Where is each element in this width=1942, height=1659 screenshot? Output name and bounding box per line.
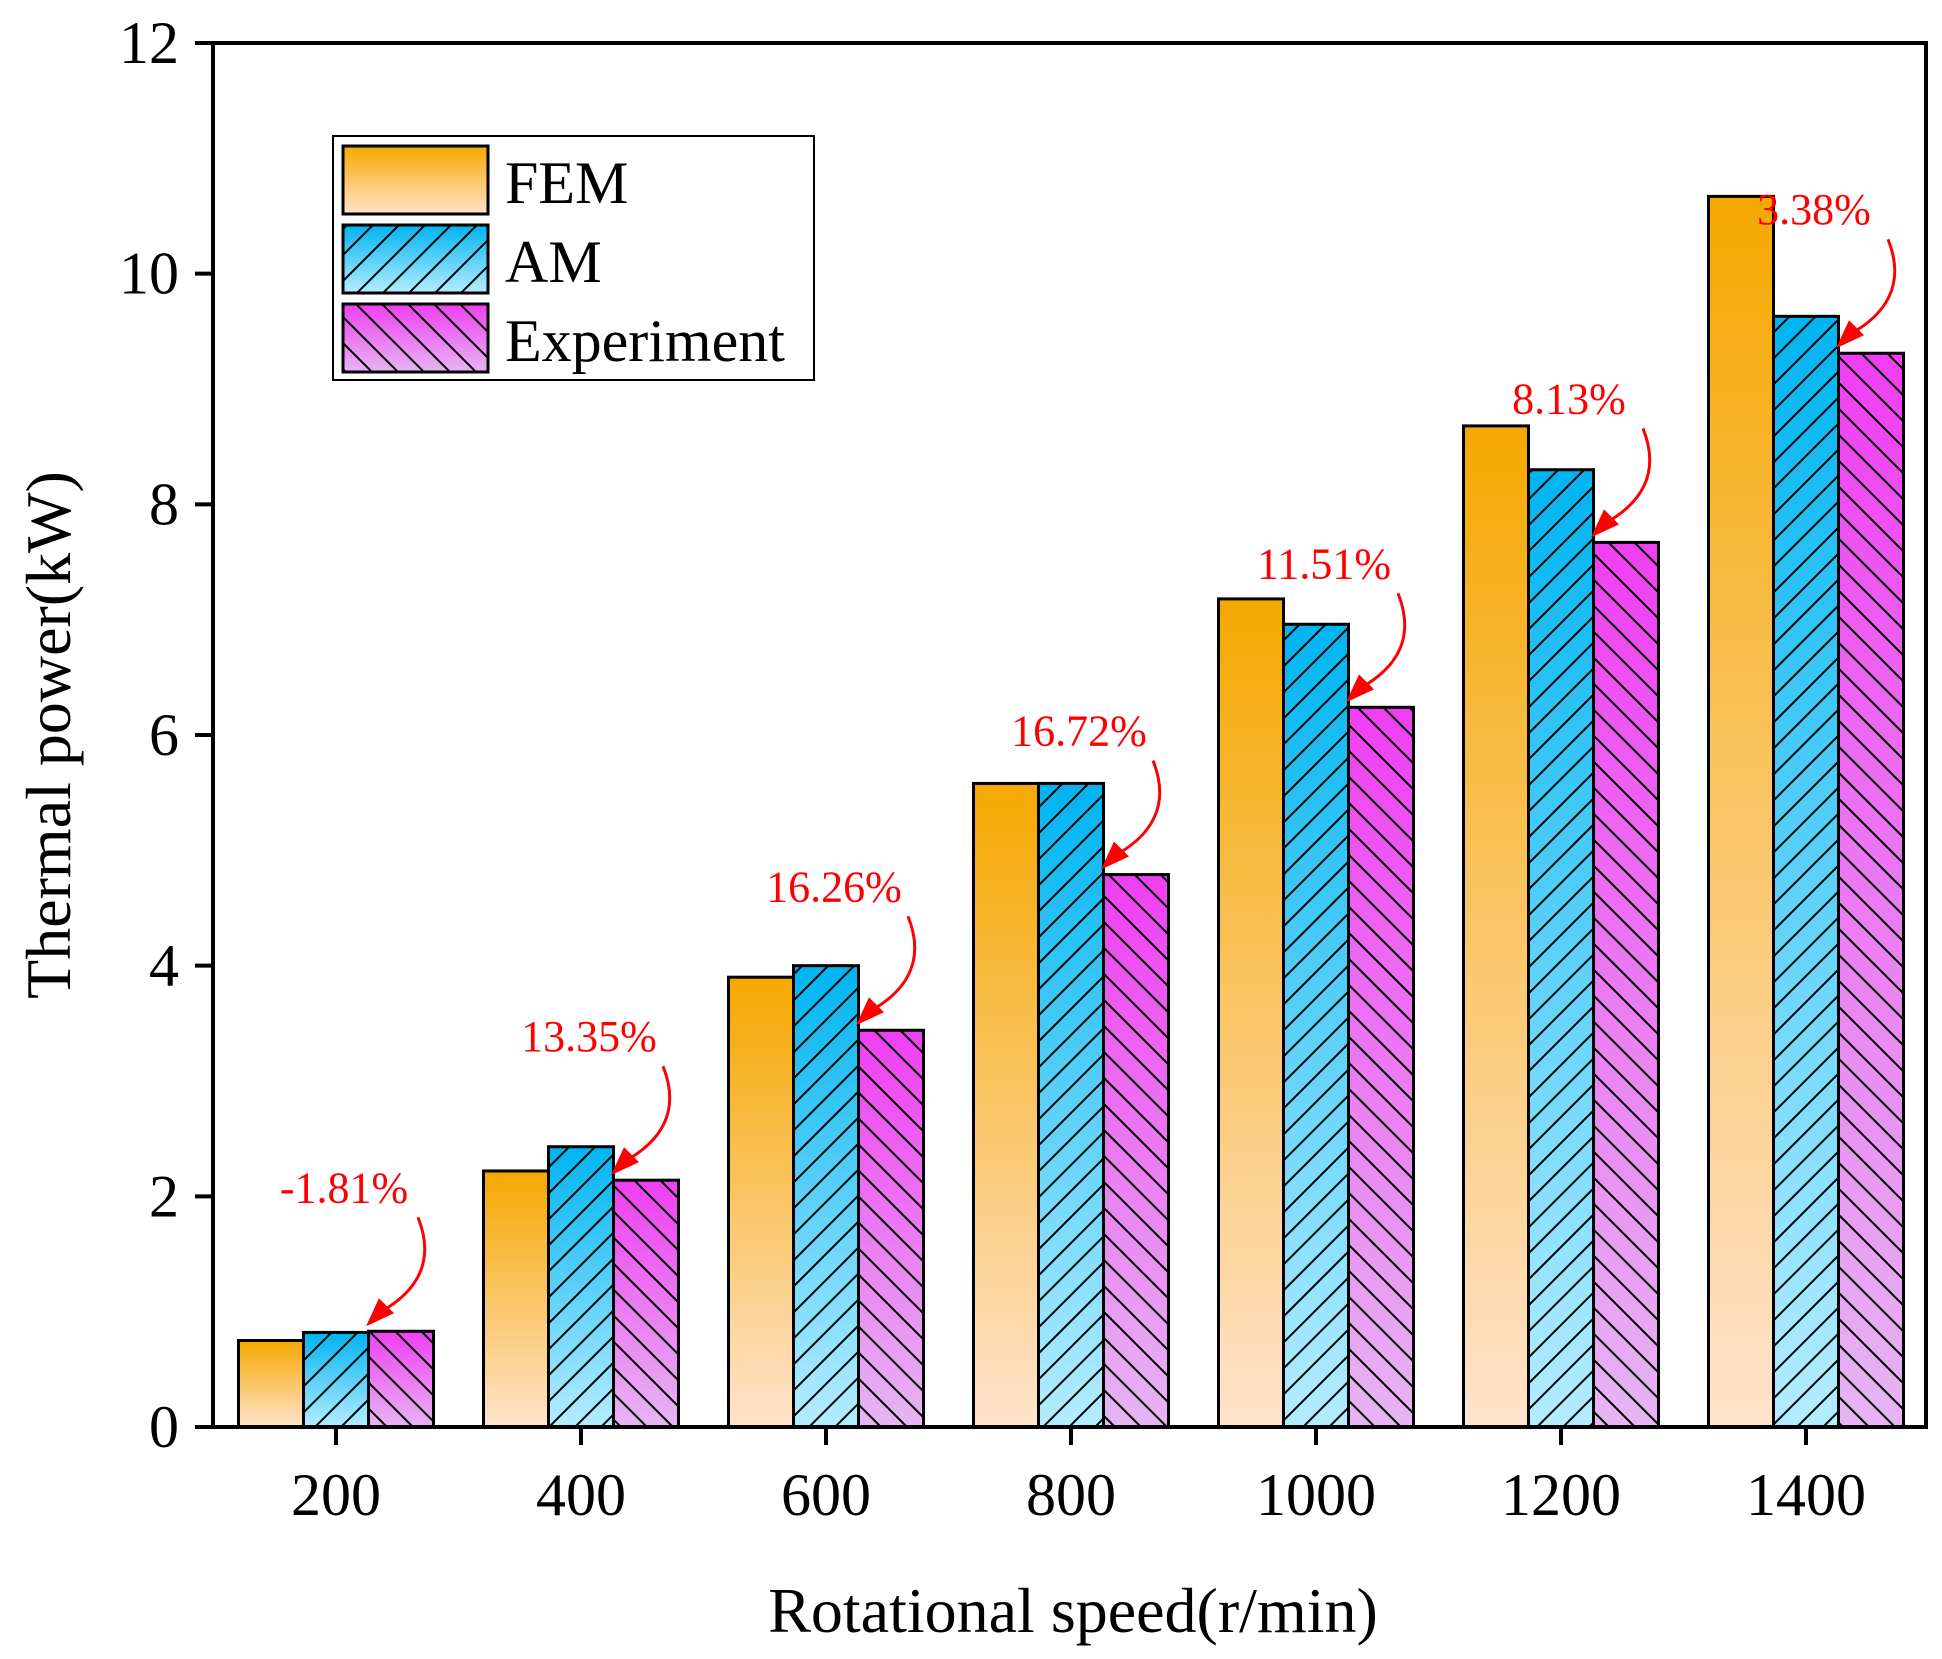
bar-experiment-1000-hatch bbox=[1348, 707, 1414, 1427]
annotation-label-1200: 8.13% bbox=[1512, 374, 1626, 423]
x-tick-label: 800 bbox=[1026, 1462, 1116, 1528]
annotation-label-400: 13.35% bbox=[521, 1012, 657, 1061]
bar-fem-1400 bbox=[1708, 196, 1774, 1428]
legend-swatch-am-hatch bbox=[343, 225, 488, 293]
bar-fem-1200 bbox=[1463, 425, 1529, 1427]
annotation-arrow-800 bbox=[1114, 759, 1162, 857]
legend-swatch-experiment-hatch bbox=[343, 304, 488, 372]
x-tick-label: 600 bbox=[781, 1462, 871, 1528]
y-tick-label: 12 bbox=[119, 10, 179, 76]
y-tick-label: 6 bbox=[149, 702, 179, 768]
bar-experiment-1200-hatch bbox=[1593, 542, 1659, 1427]
y-tick-label: 2 bbox=[149, 1163, 179, 1229]
annotation-label-200: -1.81% bbox=[280, 1163, 408, 1212]
bar-am-1000-hatch bbox=[1283, 624, 1349, 1427]
legend: FEM AM Experiment bbox=[332, 135, 815, 381]
annotation-arrowhead-400 bbox=[611, 1147, 639, 1176]
bar-experiment-600-hatch bbox=[858, 1030, 924, 1427]
x-tick-label: 1400 bbox=[1746, 1462, 1866, 1528]
legend-swatch-fem-outline bbox=[341, 144, 490, 216]
annotation-arrowhead-800 bbox=[1101, 841, 1129, 870]
annotation-arrowhead-600 bbox=[856, 997, 884, 1026]
bar-am-1200-hatch bbox=[1528, 469, 1594, 1427]
y-tick-label: 0 bbox=[149, 1394, 179, 1460]
annotation-label-800: 16.72% bbox=[1011, 707, 1147, 756]
bar-experiment-1400-hatch bbox=[1838, 353, 1904, 1427]
legend-label-am: AM bbox=[505, 229, 602, 295]
annotation-arrowhead-1000 bbox=[1346, 674, 1374, 703]
x-tick-label: 1000 bbox=[1256, 1462, 1376, 1528]
x-tick-label: 1200 bbox=[1501, 1462, 1621, 1528]
annotation-arrowhead-200 bbox=[366, 1298, 394, 1327]
y-axis-title: Thermal power(kW) bbox=[13, 471, 84, 999]
bar-am-600-hatch bbox=[793, 965, 859, 1427]
annotation-label-1400: 3.38% bbox=[1757, 185, 1871, 234]
bar-experiment-800-hatch bbox=[1103, 874, 1169, 1427]
bar-fem-1000 bbox=[1218, 598, 1284, 1427]
y-tick-label: 4 bbox=[149, 933, 179, 999]
x-axis-title: Rotational speed(r/min) bbox=[768, 1575, 1378, 1646]
legend-label-experiment: Experiment bbox=[505, 308, 785, 374]
annotation-arrowhead-1200 bbox=[1591, 509, 1619, 538]
annotation-arrow-400 bbox=[624, 1065, 672, 1163]
legend-label-fem: FEM bbox=[505, 150, 628, 216]
bar-experiment-400-hatch bbox=[613, 1180, 679, 1427]
legend-swatch-am-outline bbox=[341, 223, 490, 295]
bar-fem-200 bbox=[238, 1340, 304, 1427]
legend-swatch-experiment-outline bbox=[341, 302, 490, 374]
bar-fem-600 bbox=[728, 977, 794, 1427]
annotation-arrow-1200 bbox=[1604, 427, 1652, 525]
bar-fem-400 bbox=[483, 1170, 549, 1427]
annotation-arrowhead-1400 bbox=[1836, 320, 1864, 349]
annotation-label-600: 16.26% bbox=[766, 862, 902, 911]
annotation-arrow-1400 bbox=[1849, 238, 1897, 336]
bar-am-400-hatch bbox=[548, 1146, 614, 1427]
legend-swatch-fem bbox=[343, 146, 488, 214]
bar-am-1400-hatch bbox=[1773, 316, 1839, 1428]
annotation-arrow-1000 bbox=[1359, 592, 1407, 690]
bar-experiment-200-hatch bbox=[368, 1331, 434, 1427]
y-tick-label: 8 bbox=[149, 471, 179, 537]
annotation-arrow-200 bbox=[379, 1216, 427, 1314]
x-tick-label: 400 bbox=[536, 1462, 626, 1528]
annotation-arrow-600 bbox=[869, 915, 917, 1013]
y-tick-label: 10 bbox=[119, 241, 179, 307]
bar-am-800-hatch bbox=[1038, 783, 1104, 1427]
annotation-label-1000: 11.51% bbox=[1257, 539, 1391, 588]
x-tick-label: 200 bbox=[291, 1462, 381, 1528]
bar-am-200-hatch bbox=[303, 1332, 369, 1427]
bar-fem-800 bbox=[973, 783, 1039, 1427]
